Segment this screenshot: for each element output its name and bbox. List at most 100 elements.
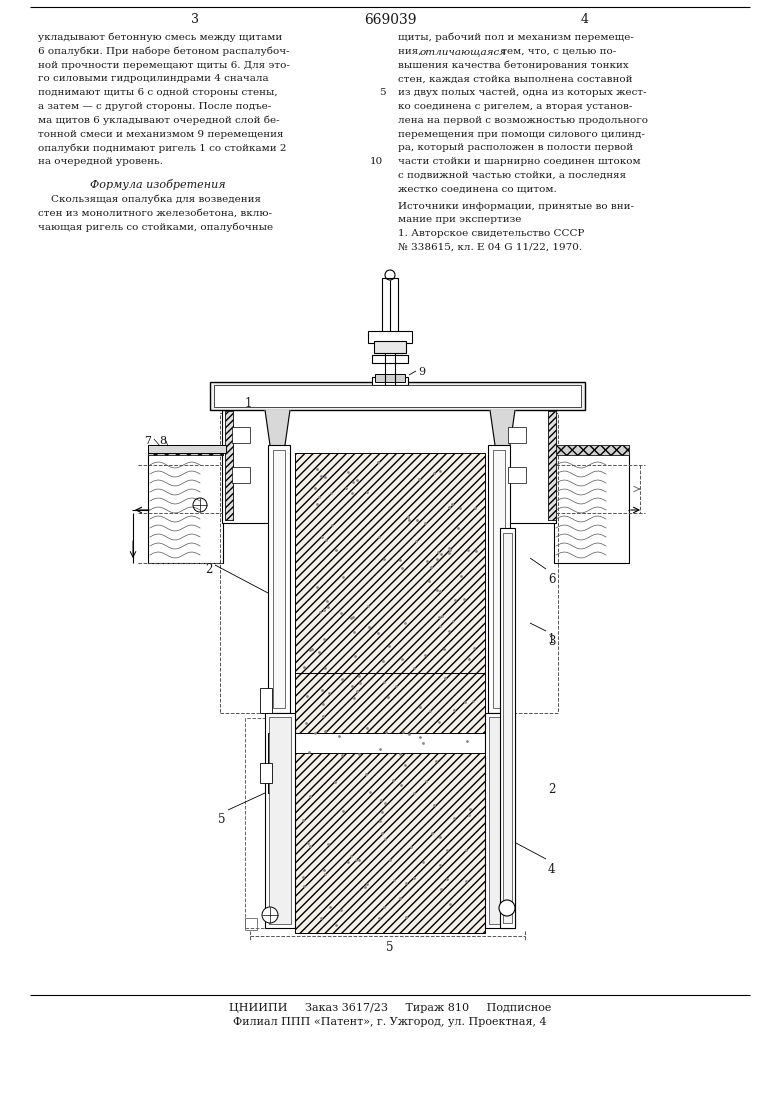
Bar (495, 733, 510, 793)
Text: 5: 5 (386, 941, 394, 954)
Polygon shape (490, 410, 515, 445)
Text: опалубки поднимают ригель 1 со стойками 2: опалубки поднимают ригель 1 со стойками … (38, 143, 286, 153)
Text: ния,: ния, (398, 46, 425, 56)
Bar (295, 673, 485, 933)
Text: 2: 2 (548, 783, 555, 796)
Text: тонной смеси и механизмом 9 перемещения: тонной смеси и механизмом 9 перемещения (38, 129, 283, 139)
Bar (268, 445, 290, 713)
Text: 3: 3 (548, 635, 555, 647)
Bar (548, 411, 556, 520)
Text: ЦНИИПИ     Заказ 3617/23     Тираж 810     Подписное: ЦНИИПИ Заказ 3617/23 Тираж 810 Подписное (229, 1003, 551, 1013)
Text: поднимают щиты 6 с одной стороны стены,: поднимают щиты 6 с одной стороны стены, (38, 88, 278, 97)
Text: лена на первой с возможностью продольного: лена на первой с возможностью продольног… (398, 116, 648, 125)
Text: 2: 2 (205, 563, 212, 576)
Text: щиты, рабочий пол и механизм перемеще-: щиты, рабочий пол и механизм перемеще- (398, 33, 634, 43)
Text: отличающаяся: отличающаяся (420, 46, 507, 56)
Text: мание при экспертизе: мание при экспертизе (398, 215, 521, 224)
Text: перемещения при помощи силового цилинд-: перемещения при помощи силового цилинд- (398, 129, 645, 139)
Text: № 338615, кл. Е 04 G 11/22, 1970.: № 338615, кл. Е 04 G 11/22, 1970. (398, 243, 582, 251)
Bar (508, 408, 556, 523)
Bar (260, 763, 272, 783)
Bar (554, 453, 629, 563)
Bar (225, 411, 233, 520)
Bar (148, 445, 226, 453)
Bar (508, 467, 526, 483)
Bar (493, 450, 505, 708)
Text: 6 опалубки. При наборе бетоном распалубоч-: 6 опалубки. При наборе бетоном распалубо… (38, 46, 289, 56)
Bar (222, 408, 270, 523)
Bar (265, 713, 295, 928)
Bar (245, 918, 257, 930)
Text: жестко соединена со щитом.: жестко соединена со щитом. (398, 185, 557, 194)
Bar (148, 453, 223, 563)
Bar (372, 377, 408, 385)
Bar (148, 445, 223, 456)
Bar (245, 718, 305, 928)
Text: Источники информации, принятые во вни-: Источники информации, принятые во вни- (398, 202, 634, 211)
Bar (375, 374, 405, 382)
Text: ма щитов 6 укладывают очередной слой бе-: ма щитов 6 укладывают очередной слой бе- (38, 116, 279, 126)
Bar (508, 413, 558, 713)
Text: ра, который расположен в полости первой: ра, который расположен в полости первой (398, 143, 633, 152)
Text: на очередной уровень.: на очередной уровень. (38, 158, 163, 167)
Text: 1. Авторское свидетельство СССР: 1. Авторское свидетельство СССР (398, 229, 584, 238)
Bar (489, 717, 511, 924)
Text: 1: 1 (245, 397, 253, 410)
Text: Формула изобретения: Формула изобретения (90, 179, 225, 190)
Text: укладывают бетонную смесь между щитами: укладывают бетонную смесь между щитами (38, 33, 282, 43)
Bar (372, 355, 408, 363)
Circle shape (262, 907, 278, 923)
Bar (508, 427, 526, 443)
Text: 5: 5 (379, 88, 386, 97)
Text: 1: 1 (548, 633, 555, 646)
Text: из двух полых частей, одна из которых жест-: из двух полых частей, одна из которых же… (398, 88, 647, 97)
Bar (554, 445, 629, 456)
Text: с подвижной частью стойки, а последняя: с подвижной частью стойки, а последняя (398, 171, 626, 180)
Bar (488, 445, 510, 713)
Text: 9: 9 (418, 367, 425, 377)
Bar (220, 413, 270, 713)
Bar (210, 382, 585, 410)
Text: 669039: 669039 (363, 13, 417, 26)
Bar (503, 533, 512, 923)
Text: 3: 3 (191, 13, 199, 26)
Polygon shape (265, 410, 290, 445)
Text: Филиал ППП «Патент», г. Ужгород, ул. Проектная, 4: Филиал ППП «Патент», г. Ужгород, ул. Про… (233, 1017, 547, 1027)
Bar (214, 385, 581, 407)
Bar (268, 733, 513, 753)
Text: части стойки и шарнирно соединен штоком: части стойки и шарнирно соединен штоком (398, 158, 640, 167)
Text: вышения качества бетонирования тонких: вышения качества бетонирования тонких (398, 61, 629, 71)
Bar (295, 453, 485, 673)
Circle shape (499, 900, 515, 915)
Bar (269, 717, 291, 924)
Text: 10: 10 (370, 158, 383, 167)
Bar (382, 278, 398, 333)
Bar (232, 467, 250, 483)
Bar (148, 445, 223, 456)
Bar (548, 411, 556, 520)
Text: 5: 5 (218, 813, 225, 826)
Text: 6: 6 (548, 572, 555, 586)
Bar (232, 427, 250, 443)
Bar (368, 331, 412, 343)
Text: 8: 8 (159, 436, 167, 446)
Text: стен из монолитного железобетона, вклю-: стен из монолитного железобетона, вклю- (38, 208, 272, 217)
Bar (500, 528, 515, 928)
Text: ко соединена с ригелем, а вторая установ-: ко соединена с ригелем, а вторая установ… (398, 101, 633, 111)
Bar (554, 445, 629, 456)
Bar (225, 411, 233, 520)
Text: 4: 4 (548, 863, 555, 876)
Text: го силовыми гидроцилиндрами 4 сначала: го силовыми гидроцилиндрами 4 сначала (38, 74, 268, 84)
Bar (268, 733, 283, 793)
Text: 4: 4 (581, 13, 589, 26)
Text: ной прочности перемещают щиты 6. Для это-: ной прочности перемещают щиты 6. Для это… (38, 61, 290, 69)
Text: 7: 7 (144, 436, 151, 446)
Text: а затем — с другой стороны. После подъе-: а затем — с другой стороны. После подъе- (38, 101, 271, 111)
Bar (485, 713, 515, 928)
Text: стен, каждая стойка выполнена составной: стен, каждая стойка выполнена составной (398, 74, 633, 84)
Bar (273, 450, 285, 708)
Text: тем, что, с целью по-: тем, что, с целью по- (498, 46, 616, 56)
Text: Скользящая опалубка для возведения: Скользящая опалубка для возведения (38, 195, 261, 204)
Bar (260, 688, 272, 713)
Text: чающая ригель со стойками, опалубочные: чающая ригель со стойками, опалубочные (38, 223, 273, 232)
